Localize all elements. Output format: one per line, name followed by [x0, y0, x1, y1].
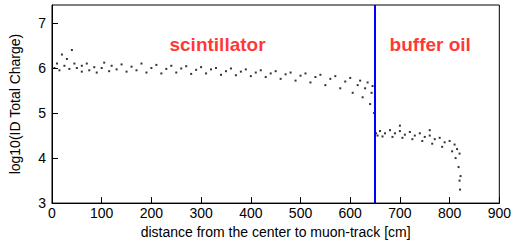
svg-text:900: 900 [488, 205, 512, 221]
svg-text:3: 3 [38, 195, 46, 211]
svg-text:6: 6 [38, 60, 46, 76]
svg-text:distance from the center to mu: distance from the center to muon-track [… [141, 224, 411, 240]
svg-text:buffer oil: buffer oil [390, 34, 471, 55]
svg-text:200: 200 [140, 205, 164, 221]
svg-text:700: 700 [388, 205, 412, 221]
svg-text:500: 500 [289, 205, 313, 221]
svg-text:5: 5 [38, 105, 46, 121]
svg-text:4: 4 [38, 150, 46, 166]
svg-text:300: 300 [189, 205, 213, 221]
svg-text:log10(ID Total Charge): log10(ID Total Charge) [7, 34, 23, 175]
svg-text:100: 100 [90, 205, 114, 221]
svg-text:800: 800 [438, 205, 462, 221]
svg-text:400: 400 [239, 205, 263, 221]
svg-text:7: 7 [38, 15, 46, 31]
svg-text:scintillator: scintillator [169, 34, 266, 55]
svg-text:0: 0 [48, 205, 56, 221]
svg-text:600: 600 [339, 205, 363, 221]
